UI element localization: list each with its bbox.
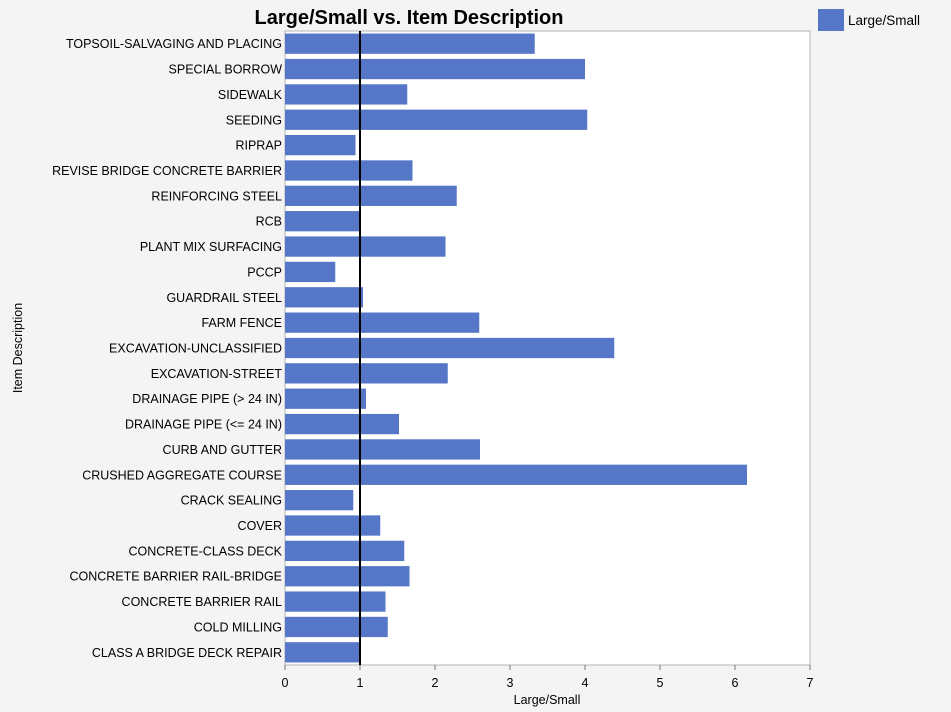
x-axis: 0 1 2 3 4 5 6 7 — [282, 665, 814, 690]
bar — [285, 566, 410, 587]
y-tick-label: CRACK SEALING — [181, 494, 282, 508]
bar — [285, 312, 480, 333]
y-tick-label: EXCAVATION-UNCLASSIFIED — [109, 342, 282, 356]
y-tick-label: PLANT MIX SURFACING — [140, 240, 282, 254]
y-tick-label: RIPRAP — [235, 139, 282, 153]
legend: Large/Small — [818, 9, 920, 31]
x-axis-title: Large/Small — [514, 693, 581, 707]
bar — [285, 236, 446, 257]
x-tick-label: 2 — [432, 676, 439, 690]
x-tick-label: 7 — [807, 676, 814, 690]
bars-layer — [285, 33, 747, 663]
bar — [285, 388, 366, 409]
bar — [285, 363, 448, 384]
legend-label: Large/Small — [848, 13, 920, 28]
bar — [285, 109, 588, 130]
y-tick-label: CONCRETE BARRIER RAIL-BRIDGE — [69, 570, 282, 584]
y-tick-label: COVER — [238, 519, 282, 533]
bar — [285, 134, 356, 156]
x-tick-label: 1 — [357, 676, 364, 690]
y-tick-label: CLASS A BRIDGE DECK REPAIR — [92, 646, 282, 660]
legend-swatch — [818, 9, 844, 31]
bar — [285, 84, 408, 105]
y-tick-label: CRUSHED AGGREGATE COURSE — [82, 468, 282, 482]
y-tick-labels: TOPSOIL-SALVAGING AND PLACING SPECIAL BOR… — [52, 37, 283, 660]
bar — [285, 464, 747, 485]
y-tick-label: CURB AND GUTTER — [163, 443, 282, 457]
bar — [285, 591, 386, 612]
y-tick-label: SPECIAL BORROW — [169, 63, 283, 77]
bar — [285, 616, 388, 638]
bar — [285, 490, 354, 511]
y-tick-label: SIDEWALK — [218, 88, 283, 102]
y-tick-label: RCB — [256, 215, 282, 229]
bar — [285, 515, 381, 536]
y-tick-label: EXCAVATION-STREET — [151, 367, 283, 381]
bar — [285, 185, 457, 206]
y-tick-label: COLD MILLING — [194, 620, 282, 634]
bar — [285, 160, 413, 181]
y-tick-label: DRAINAGE PIPE (<= 24 IN) — [125, 418, 282, 432]
y-tick-label: CONCRETE BARRIER RAIL — [122, 595, 282, 609]
x-tick-label: 6 — [732, 676, 739, 690]
bar — [285, 261, 336, 283]
bar — [285, 211, 360, 232]
bar — [285, 439, 480, 460]
y-tick-label: REINFORCING STEEL — [151, 189, 282, 203]
y-axis-title: Item Description — [11, 303, 25, 393]
y-tick-label: GUARDRAIL STEEL — [166, 291, 282, 305]
y-tick-label: FARM FENCE — [201, 316, 282, 330]
y-tick-label: DRAINAGE PIPE (> 24 IN) — [132, 392, 282, 406]
x-tick-label: 4 — [582, 676, 589, 690]
bar — [285, 337, 615, 359]
bar — [285, 287, 363, 308]
bar — [285, 33, 535, 54]
x-tick-label: 5 — [657, 676, 664, 690]
bar — [285, 413, 399, 435]
y-tick-label: PCCP — [247, 265, 282, 279]
chart-title: Large/Small vs. Item Description — [255, 7, 564, 29]
y-tick-label: SEEDING — [226, 113, 282, 127]
y-tick-label: CONCRETE-CLASS DECK — [129, 544, 283, 558]
y-tick-label: REVISE BRIDGE CONCRETE BARRIER — [52, 164, 282, 178]
x-tick-label: 0 — [282, 676, 289, 690]
y-tick-label: TOPSOIL-SALVAGING AND PLACING — [66, 37, 282, 51]
x-tick-label: 3 — [507, 676, 514, 690]
bar — [285, 642, 360, 663]
bar — [285, 58, 585, 80]
bar — [285, 540, 405, 562]
